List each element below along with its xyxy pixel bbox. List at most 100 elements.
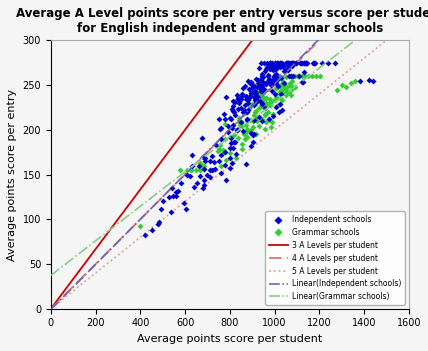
Point — [280, 68, 287, 73]
Point — [282, 83, 289, 88]
Point — [274, 84, 281, 89]
Point — [229, 106, 235, 112]
Point — [208, 167, 215, 173]
Point — [298, 73, 305, 79]
Point — [243, 93, 250, 98]
Point — [299, 80, 306, 85]
Point — [343, 84, 350, 90]
Point — [287, 80, 294, 86]
Point — [240, 85, 247, 91]
Point — [302, 60, 309, 65]
Point — [283, 60, 290, 65]
Point — [317, 73, 324, 79]
Point — [284, 61, 291, 67]
Point — [268, 100, 274, 105]
Point — [209, 167, 216, 173]
Point — [226, 145, 233, 151]
Point — [286, 89, 293, 95]
Point — [267, 124, 274, 130]
Point — [269, 89, 276, 94]
Point — [250, 82, 256, 88]
Point — [251, 102, 258, 107]
Point — [155, 219, 162, 225]
Point — [284, 66, 291, 72]
Point — [263, 103, 270, 109]
Y-axis label: Average points score per entry: Average points score per entry — [7, 88, 17, 260]
Point — [303, 60, 309, 65]
Point — [250, 132, 257, 137]
Point — [222, 121, 229, 126]
Point — [253, 108, 260, 114]
Point — [238, 119, 244, 125]
Point — [244, 117, 251, 123]
Point — [276, 101, 283, 107]
Point — [288, 92, 295, 98]
Point — [236, 100, 243, 106]
Point — [238, 123, 245, 129]
Point — [285, 73, 292, 79]
Point — [257, 98, 264, 104]
Point — [262, 95, 269, 101]
Point — [229, 108, 236, 114]
Point — [251, 112, 258, 118]
Point — [238, 120, 244, 126]
Point — [255, 89, 262, 94]
Point — [141, 233, 148, 238]
Point — [284, 88, 291, 93]
Point — [288, 60, 295, 65]
Point — [223, 177, 229, 183]
Point — [258, 103, 265, 109]
Point — [272, 60, 279, 65]
Point — [201, 177, 208, 183]
Point — [249, 124, 256, 130]
Point — [255, 81, 262, 86]
Point — [254, 77, 261, 82]
Point — [370, 78, 377, 83]
Point — [250, 139, 256, 145]
Point — [270, 67, 277, 72]
Point — [262, 66, 269, 72]
Point — [269, 62, 276, 68]
Point — [242, 111, 249, 116]
Point — [313, 73, 320, 79]
Point — [288, 86, 295, 92]
Point — [244, 134, 250, 140]
Point — [245, 118, 252, 123]
Point — [270, 66, 277, 72]
Point — [247, 80, 253, 86]
Point — [254, 118, 261, 124]
Point — [196, 160, 203, 166]
Point — [211, 166, 218, 172]
Point — [275, 110, 282, 115]
Point — [303, 60, 310, 65]
Point — [281, 88, 288, 94]
Point — [225, 130, 232, 135]
Point — [217, 125, 224, 131]
Point — [287, 60, 294, 65]
Point — [201, 155, 208, 161]
Point — [273, 77, 280, 83]
Point — [217, 136, 224, 141]
Point — [197, 167, 204, 173]
Point — [285, 65, 291, 71]
Point — [268, 81, 275, 87]
Point — [255, 123, 262, 128]
Point — [347, 80, 354, 86]
Point — [281, 62, 288, 68]
Point — [279, 82, 285, 87]
Point — [229, 99, 236, 104]
Point — [166, 194, 173, 200]
Point — [269, 113, 276, 119]
Point — [318, 60, 325, 65]
Point — [227, 155, 234, 160]
Point — [262, 112, 269, 117]
Point — [299, 60, 306, 65]
Point — [295, 73, 302, 79]
Point — [256, 85, 263, 90]
Point — [248, 90, 255, 95]
Point — [247, 79, 254, 84]
Point — [250, 94, 257, 100]
Point — [215, 158, 222, 164]
Point — [245, 107, 252, 113]
Point — [230, 132, 237, 138]
